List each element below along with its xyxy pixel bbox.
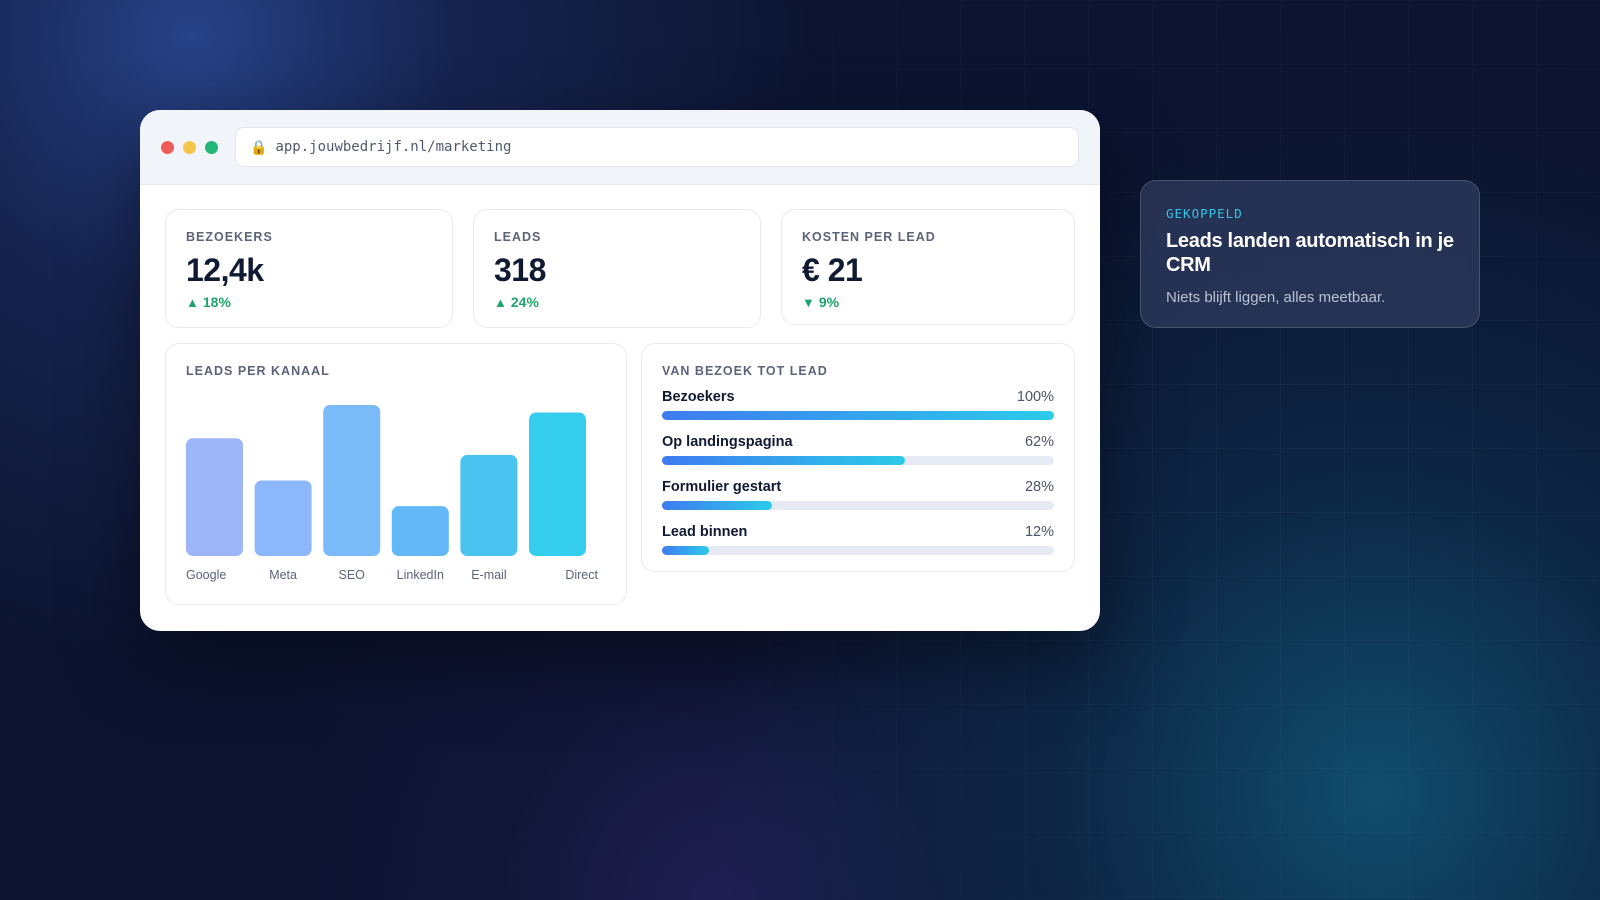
x-tick-label: Direct bbox=[565, 568, 598, 582]
bar-google bbox=[186, 438, 243, 556]
funnel-panel: VAN BEZOEK TOT LEAD Bezoekers 100% Op la… bbox=[641, 343, 1075, 572]
notification-title: Leads landen automatisch in je CRM bbox=[1166, 230, 1454, 276]
bar-seo bbox=[323, 405, 381, 556]
notification-tag: GEKOPPELD bbox=[1166, 206, 1243, 221]
url-text: app.jouwbedrijf.nl/marketing bbox=[275, 139, 512, 155]
bar-direct bbox=[529, 412, 586, 556]
bar-meta bbox=[254, 480, 312, 556]
funnel-track bbox=[662, 456, 1054, 465]
x-tick-label: LinkedIn bbox=[397, 568, 444, 582]
stat-value: 318 bbox=[494, 252, 546, 288]
stat-delta-value: 18% bbox=[202, 294, 231, 310]
x-tick-label: SEO bbox=[338, 568, 365, 582]
leads-per-channel-panel: LEADS PER KANAAL Google Meta SEO LinkedIn E-… bbox=[165, 343, 627, 605]
bar-email bbox=[460, 454, 518, 556]
funnel-track bbox=[662, 546, 1054, 555]
stat-delta: ▼ 9% bbox=[802, 294, 839, 310]
funnel-fill bbox=[662, 456, 906, 465]
funnel-step-percent: 62% bbox=[1024, 434, 1054, 450]
stat-delta: ▲ 24% bbox=[494, 294, 539, 310]
funnel-track bbox=[662, 411, 1054, 420]
arrow-up-icon: ▲ bbox=[494, 294, 507, 310]
funnel-step-name: Bezoekers bbox=[662, 389, 735, 405]
window-controls bbox=[161, 140, 218, 154]
funnel-step: Op landingspagina 62% bbox=[662, 434, 1054, 470]
stat-card-leads: LEADS 318 ▲ 24% bbox=[473, 209, 761, 328]
stat-value: 12,4k bbox=[186, 252, 264, 288]
leads-per-channel-chart: Google Meta SEO LinkedIn E-mail Direct bbox=[186, 405, 599, 582]
funnel-step-name: Formulier gestart bbox=[662, 479, 782, 495]
stat-delta-value: 24% bbox=[510, 294, 539, 310]
stat-label: KOSTEN PER LEAD bbox=[802, 230, 936, 244]
lock-icon: 🔒 bbox=[250, 138, 268, 155]
funnel-step-percent: 12% bbox=[1024, 524, 1054, 540]
funnel-fill bbox=[662, 411, 1054, 420]
arrow-up-icon: ▲ bbox=[186, 294, 199, 310]
panel-title: LEADS PER KANAAL bbox=[186, 364, 330, 378]
close-dot[interactable] bbox=[161, 140, 174, 154]
stat-delta: ▲ 18% bbox=[186, 294, 231, 310]
notification-subtitle: Niets blijft liggen, alles meetbaar. bbox=[1166, 289, 1386, 306]
stat-value: € 21 bbox=[802, 252, 863, 288]
panel-title: VAN BEZOEK TOT LEAD bbox=[662, 364, 828, 378]
funnel-step-name: Lead binnen bbox=[662, 524, 748, 540]
stat-card-bezoekers: BEZOEKERS 12,4k ▲ 18% bbox=[165, 209, 453, 328]
arrow-down-icon: ▼ bbox=[802, 294, 815, 310]
stat-card-kosten-per-lead: KOSTEN PER LEAD € 21 ▼ 9% bbox=[781, 209, 1075, 325]
funnel-step-name: Op landingspagina bbox=[662, 434, 793, 450]
minimize-dot[interactable] bbox=[183, 140, 196, 154]
funnel-fill bbox=[662, 501, 772, 510]
funnel-step-percent: 28% bbox=[1024, 479, 1054, 495]
x-tick-label: E-mail bbox=[471, 568, 506, 582]
browser-toolbar: 🔒 app.jouwbedrijf.nl/marketing bbox=[140, 110, 1100, 185]
maximize-dot[interactable] bbox=[205, 140, 218, 154]
dashboard: BEZOEKERS 12,4k ▲ 18% LEADS 318 ▲ 24% KO… bbox=[140, 185, 1100, 631]
crm-notification-card: GEKOPPELD Leads landen automatisch in je… bbox=[1140, 180, 1480, 328]
funnel-fill bbox=[662, 546, 710, 555]
browser-window: 🔒 app.jouwbedrijf.nl/marketing BEZOEKERS… bbox=[140, 110, 1100, 631]
stat-label: BEZOEKERS bbox=[186, 230, 273, 244]
x-tick-label: Meta bbox=[269, 568, 297, 582]
funnel-step: Lead binnen 12% bbox=[662, 524, 1054, 560]
funnel-step: Formulier gestart 28% bbox=[662, 479, 1054, 515]
x-tick-label: Google bbox=[186, 568, 226, 582]
funnel-step-percent: 100% bbox=[1016, 389, 1054, 405]
stat-delta-value: 9% bbox=[818, 294, 840, 310]
bar-linkedin bbox=[391, 506, 449, 556]
funnel-track bbox=[662, 501, 1054, 510]
stat-label: LEADS bbox=[494, 230, 542, 244]
funnel-step: Bezoekers 100% bbox=[662, 389, 1054, 425]
address-bar[interactable]: 🔒 app.jouwbedrijf.nl/marketing bbox=[235, 127, 1079, 167]
